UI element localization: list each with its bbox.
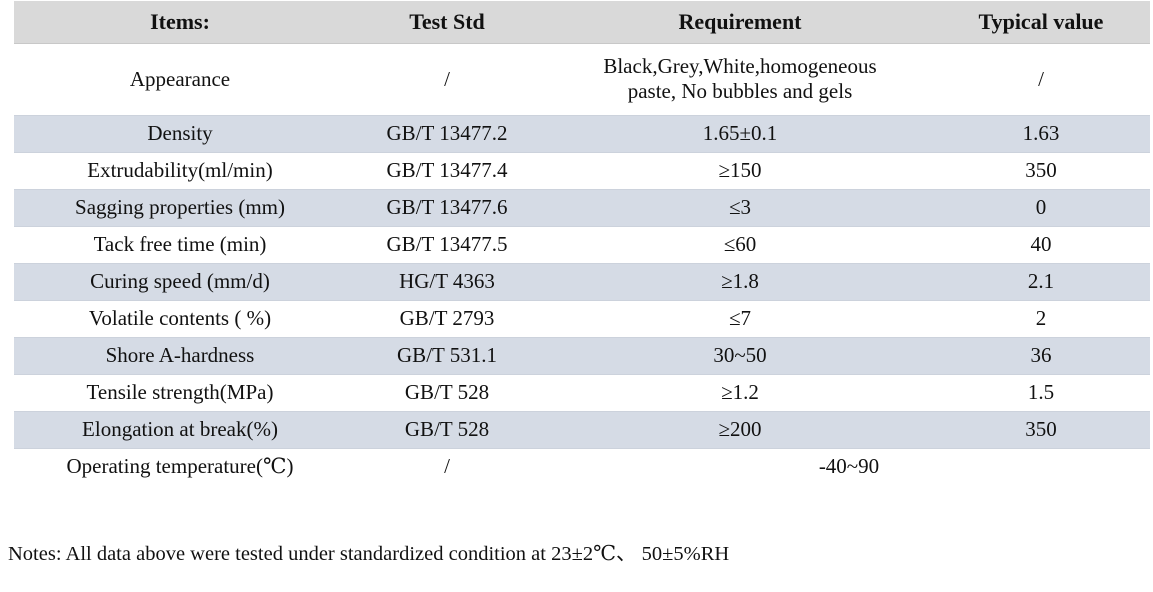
table-row-elongation-at-break: Elongation at break(%) GB/T 528 ≥200 350 xyxy=(14,411,1150,448)
cell-requirement: 1.65±0.1 xyxy=(702,121,778,146)
notes-text: Notes: All data above were tested under … xyxy=(8,543,730,565)
cell-typical-value: 40 xyxy=(1030,232,1052,257)
cell-test-std: / xyxy=(444,66,450,91)
table-row-curing-speed: Curing speed (mm/d) HG/T 4363 ≥1.8 2.1 xyxy=(14,263,1150,300)
cell-test-std: GB/T 13477.6 xyxy=(386,195,508,220)
cell-item: Extrudability(ml/min) xyxy=(87,158,273,183)
table-row-shore-a-hardness: Shore A-hardness GB/T 531.1 30~50 36 xyxy=(14,337,1150,374)
cell-requirement: ≤7 xyxy=(728,306,752,331)
cell-requirement: ≤60 xyxy=(723,232,757,257)
cell-test-std: GB/T 13477.5 xyxy=(386,232,508,257)
cell-test-std: GB/T 13477.4 xyxy=(386,158,508,183)
table-row-sagging-properties: Sagging properties (mm) GB/T 13477.6 ≤3 … xyxy=(14,189,1150,226)
cell-item: Tack free time (min) xyxy=(93,232,267,257)
spec-table-header: Items: Test Std Requirement Typical valu… xyxy=(14,1,1150,44)
cell-typical-value: 36 xyxy=(1030,343,1052,368)
cell-requirement: ≥200 xyxy=(718,417,762,442)
column-header-test-std: Test Std xyxy=(346,1,548,44)
table-row-operating-temperature: Operating temperature(℃) / -40~90 xyxy=(14,448,1150,485)
cell-typical-value: 2.1 xyxy=(1027,269,1055,294)
cell-typical-value: 1.63 xyxy=(1022,121,1060,146)
cell-requirement: ≥150 xyxy=(718,158,762,183)
cell-requirement-merged: -40~90 xyxy=(818,454,880,479)
table-row-tack-free-time: Tack free time (min) GB/T 13477.5 ≤60 40 xyxy=(14,226,1150,263)
cell-test-std: GB/T 2793 xyxy=(399,306,495,331)
cell-item: Operating temperature(℃) xyxy=(66,454,294,479)
cell-requirement: 30~50 xyxy=(713,343,767,368)
table-row-tensile-strength: Tensile strength(MPa) GB/T 528 ≥1.2 1.5 xyxy=(14,374,1150,411)
spec-table-body: Appearance / Black,Grey,White,homogeneou… xyxy=(14,43,1150,485)
cell-item: Volatile contents ( %) xyxy=(88,306,272,331)
cell-test-std: GB/T 528 xyxy=(404,380,490,405)
table-row-extrudability: Extrudability(ml/min) GB/T 13477.4 ≥150 … xyxy=(14,152,1150,189)
cell-item: Tensile strength(MPa) xyxy=(86,380,274,405)
cell-requirement: ≥1.2 xyxy=(721,380,759,405)
cell-typical-value: 1.5 xyxy=(1027,380,1055,405)
column-header-items: Items: xyxy=(14,1,346,44)
cell-item: Sagging properties (mm) xyxy=(75,195,285,220)
cell-typical-value: 350 xyxy=(1025,158,1057,183)
column-header-requirement: Requirement xyxy=(548,1,932,44)
column-header-typical-value: Typical value xyxy=(932,1,1150,44)
cell-item: Elongation at break(%) xyxy=(82,417,278,442)
cell-requirement: Black,Grey,White,homogeneous paste, No b… xyxy=(603,54,877,103)
table-row-density: Density GB/T 13477.2 1.65±0.1 1.63 xyxy=(14,115,1150,152)
cell-item: Appearance xyxy=(129,66,231,91)
cell-test-std: HG/T 4363 xyxy=(399,269,495,294)
cell-item: Shore A-hardness xyxy=(105,343,255,368)
table-row-volatile-contents: Volatile contents ( %) GB/T 2793 ≤7 2 xyxy=(14,300,1150,337)
spec-table: Items: Test Std Requirement Typical valu… xyxy=(14,1,1150,485)
cell-typical-value: 0 xyxy=(1035,195,1047,220)
cell-requirement: ≤3 xyxy=(728,195,752,220)
cell-item: Curing speed (mm/d) xyxy=(90,269,270,294)
table-row-appearance: Appearance / Black,Grey,White,homogeneou… xyxy=(14,43,1150,115)
cell-test-std: GB/T 531.1 xyxy=(397,343,497,368)
cell-typical-value: / xyxy=(1038,66,1044,91)
cell-test-std: GB/T 528 xyxy=(404,417,490,442)
header-row: Items: Test Std Requirement Typical valu… xyxy=(14,1,1150,44)
cell-test-std: GB/T 13477.2 xyxy=(386,121,508,146)
cell-requirement: ≥1.8 xyxy=(721,269,759,294)
cell-test-std: / xyxy=(444,454,450,479)
cell-typical-value: 350 xyxy=(1025,417,1057,442)
cell-item: Density xyxy=(147,121,213,146)
cell-typical-value: 2 xyxy=(1035,306,1047,331)
